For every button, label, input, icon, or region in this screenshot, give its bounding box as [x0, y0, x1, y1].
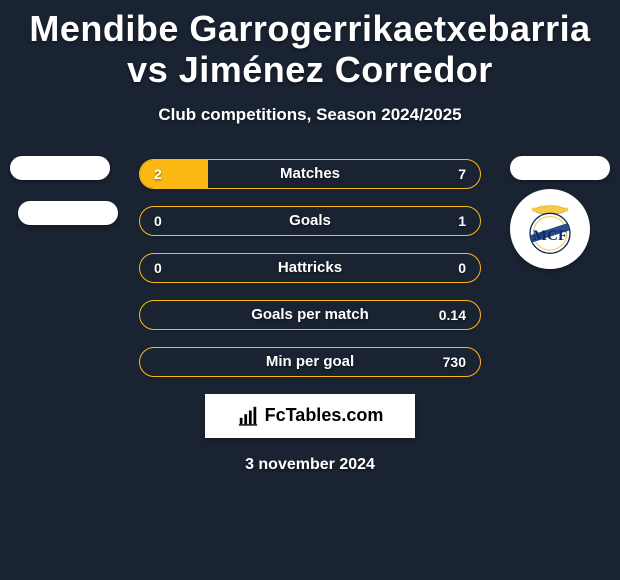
player1-club-placeholder — [18, 201, 118, 225]
real-madrid-crest-icon: MCF — [523, 202, 577, 256]
stat-value-right: 0.14 — [420, 307, 480, 323]
player2-club-crest: MCF — [510, 189, 590, 269]
stat-value-right: 1 — [420, 213, 480, 229]
season-subtitle: Club competitions, Season 2024/2025 — [0, 105, 620, 125]
stat-value-right: 0 — [420, 260, 480, 276]
stat-value-right: 7 — [420, 166, 480, 182]
stat-row-min-per-goal: Min per goal730 — [139, 347, 481, 377]
stat-label: Goals — [200, 212, 420, 229]
stat-label: Goals per match — [200, 306, 420, 323]
stat-value-left: 2 — [140, 166, 200, 182]
stat-row-hattricks: 0Hattricks0 — [139, 253, 481, 283]
stat-value-left: 0 — [140, 260, 200, 276]
stat-label: Min per goal — [200, 353, 420, 370]
bar-chart-icon — [237, 405, 259, 427]
stat-row-goals: 0Goals1 — [139, 206, 481, 236]
comparison-content: MCF 2Matches70Goals10Hattricks0Goals per… — [0, 159, 620, 474]
comparison-date: 3 november 2024 — [0, 456, 620, 474]
player1-avatar-placeholder — [10, 156, 110, 180]
svg-text:MCF: MCF — [533, 228, 567, 244]
stat-row-matches: 2Matches7 — [139, 159, 481, 189]
comparison-title: Mendibe Garrogerrikaetxebarria vs Jiméne… — [0, 0, 620, 91]
brand-text: FcTables.com — [265, 405, 384, 426]
stat-row-goals-per-match: Goals per match0.14 — [139, 300, 481, 330]
brand-badge[interactable]: FcTables.com — [205, 394, 415, 438]
stat-label: Matches — [200, 165, 420, 182]
stat-value-right: 730 — [420, 354, 480, 370]
stat-label: Hattricks — [200, 259, 420, 276]
stat-value-left: 0 — [140, 213, 200, 229]
stat-bars: 2Matches70Goals10Hattricks0Goals per mat… — [139, 159, 481, 377]
player2-avatar-placeholder — [510, 156, 610, 180]
